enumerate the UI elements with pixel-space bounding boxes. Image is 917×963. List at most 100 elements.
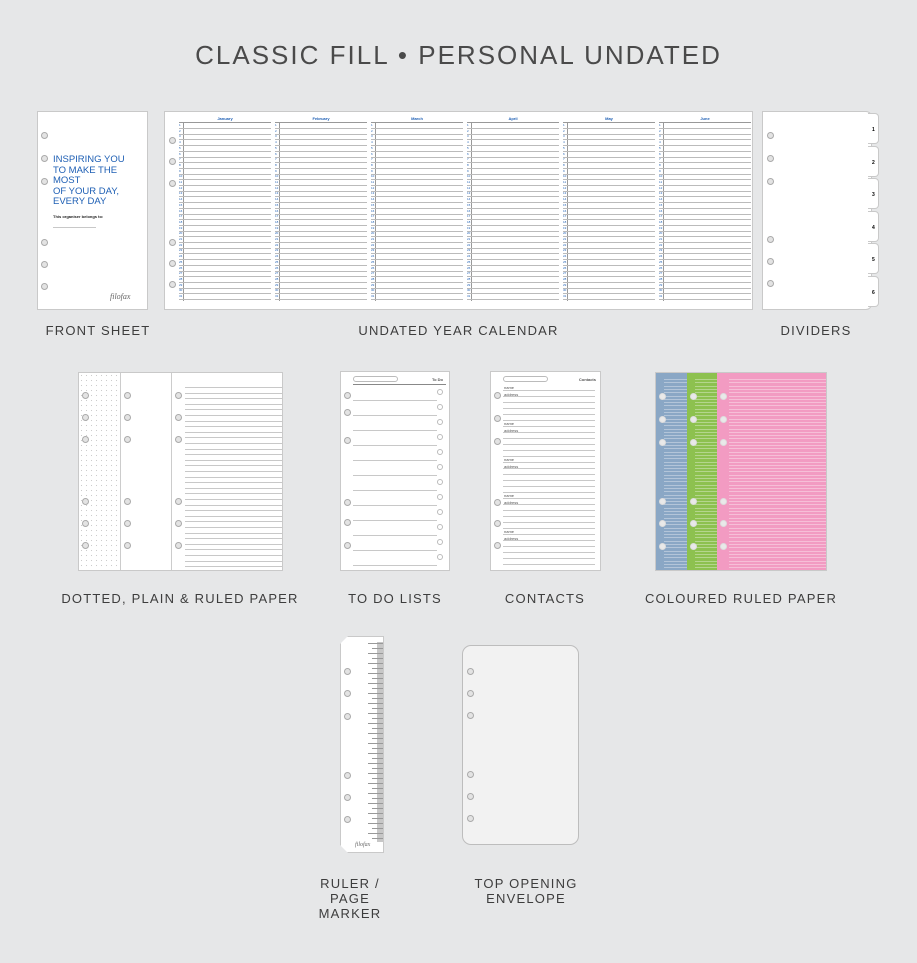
day-number: 9 xyxy=(275,168,277,173)
month-rule xyxy=(659,122,751,123)
ruled-line xyxy=(695,385,725,387)
punch-hole xyxy=(767,132,774,139)
todo-line xyxy=(353,445,437,446)
day-line xyxy=(371,173,463,175)
day-line xyxy=(275,276,367,278)
punch-hole xyxy=(494,415,501,422)
ruled-line xyxy=(664,425,695,427)
ruled-line xyxy=(729,507,826,509)
day-number: 7 xyxy=(659,157,661,162)
ruled-line xyxy=(185,510,282,512)
todo-checkbox xyxy=(437,404,443,410)
day-number: 13 xyxy=(659,191,663,196)
day-line xyxy=(275,128,367,129)
todo-checkbox xyxy=(437,464,443,470)
month-rule xyxy=(563,122,655,123)
day-line xyxy=(179,150,271,152)
ruled-line xyxy=(729,494,826,496)
day-number: 24 xyxy=(563,254,567,259)
ruled-line xyxy=(729,448,826,450)
day-number: 7 xyxy=(275,157,277,162)
ruler-tick xyxy=(372,758,384,759)
ruled-line xyxy=(695,461,725,463)
day-line xyxy=(563,196,655,198)
punch-hole xyxy=(767,258,774,265)
ruled-line xyxy=(185,409,282,411)
day-line xyxy=(467,230,559,232)
ruled-line xyxy=(185,415,282,416)
punch-hole xyxy=(720,498,727,505)
day-number: 2 xyxy=(371,128,373,133)
ruled-line xyxy=(729,461,826,463)
day-line xyxy=(467,190,559,192)
todo-checkbox xyxy=(437,524,443,530)
day-line xyxy=(563,247,655,249)
ruled-line xyxy=(729,398,826,400)
ruled-line xyxy=(664,497,695,499)
ruled-line xyxy=(695,534,725,536)
ruled-line xyxy=(729,547,826,549)
day-line xyxy=(275,179,367,181)
ruled-line xyxy=(185,538,282,540)
ruled-line xyxy=(664,474,695,476)
day-number: 13 xyxy=(275,191,279,196)
punch-hole xyxy=(659,520,666,527)
day-number: 23 xyxy=(179,248,183,253)
punch-hole xyxy=(344,519,351,526)
todo-line xyxy=(353,505,437,506)
day-line xyxy=(563,276,655,278)
day-number: 23 xyxy=(467,248,471,253)
ruler-tick xyxy=(372,678,384,679)
ruled-line xyxy=(729,431,826,433)
punch-hole xyxy=(467,771,474,778)
day-number: 19 xyxy=(563,225,567,230)
day-line xyxy=(563,185,655,186)
punch-hole xyxy=(82,542,89,549)
ruled-line xyxy=(664,379,695,380)
ruler-tick xyxy=(372,728,384,729)
day-number: 6 xyxy=(659,151,661,156)
day-number: 16 xyxy=(467,208,471,213)
day-number: 1 xyxy=(467,123,469,127)
contact-line xyxy=(503,564,595,565)
day-number: 27 xyxy=(179,271,183,276)
day-line xyxy=(563,281,655,283)
day-number: 10 xyxy=(563,174,567,179)
day-line xyxy=(467,219,559,221)
day-line xyxy=(275,242,367,243)
ruled-line xyxy=(729,478,826,479)
owner-label: This organiser belongs to: xyxy=(53,214,104,219)
ruled-line xyxy=(185,555,282,556)
punch-hole xyxy=(659,439,666,446)
ruled-line xyxy=(664,491,695,493)
ruled-line xyxy=(664,534,695,536)
day-number: 4 xyxy=(179,140,181,145)
ruler-tick xyxy=(368,713,384,714)
day-line xyxy=(371,224,463,226)
day-line xyxy=(275,281,367,283)
day-number: 1 xyxy=(275,123,277,127)
filofax-logo: filofax xyxy=(110,292,131,301)
day-line xyxy=(563,202,655,204)
day-line xyxy=(275,293,367,295)
ruled-line xyxy=(729,560,826,562)
ruled-line xyxy=(664,451,695,453)
ruled-line xyxy=(695,524,725,526)
day-number: 6 xyxy=(563,151,565,156)
day-number: 17 xyxy=(659,214,663,219)
day-column-rule xyxy=(375,123,376,301)
day-number: 20 xyxy=(563,231,567,236)
ruler-tick xyxy=(368,813,384,814)
ruler-tick xyxy=(368,693,384,694)
ruled-line xyxy=(695,553,725,555)
day-line xyxy=(371,213,463,215)
day-line xyxy=(563,287,655,289)
day-line xyxy=(179,190,271,192)
punch-hole xyxy=(467,815,474,822)
day-line xyxy=(467,128,559,129)
punch-hole xyxy=(169,239,176,246)
day-number: 12 xyxy=(467,185,471,190)
day-number: 9 xyxy=(179,168,181,173)
todo-checkbox xyxy=(437,479,443,485)
ruled-line xyxy=(695,563,725,565)
